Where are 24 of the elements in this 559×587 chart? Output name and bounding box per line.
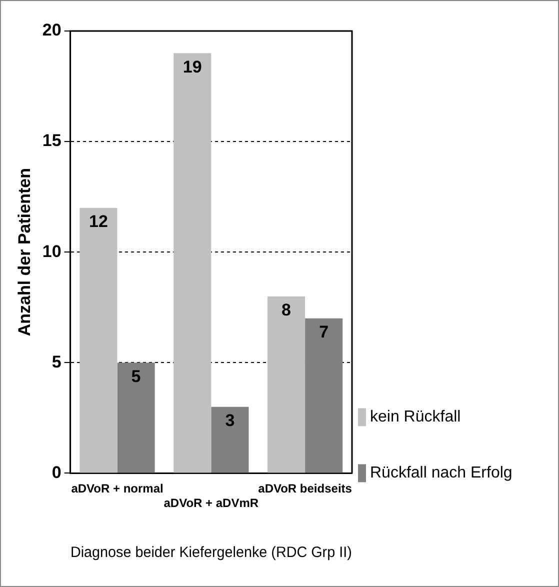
legend-label: kein Rückfall: [370, 408, 461, 426]
y-tick-label: 20: [42, 20, 62, 40]
y-tick-label: 0: [52, 462, 62, 482]
bar: [211, 406, 249, 473]
bar: [305, 318, 343, 473]
data-label: 12: [89, 212, 108, 232]
y-tick-label: 10: [42, 242, 62, 261]
data-label: 8: [282, 300, 292, 320]
bar: [267, 296, 306, 473]
bar: [80, 208, 118, 473]
x-tick-label: aDVoR + aDVmR: [164, 496, 259, 510]
y-tick-label: 5: [52, 352, 62, 372]
legend-label: Rückfall nach Erfolg: [370, 464, 512, 482]
data-label: 5: [131, 366, 141, 386]
bar: [117, 362, 155, 473]
x-axis-title: Diagnose beider Kiefergelenke (RDC Grp II): [70, 544, 352, 562]
y-axis-title: Anzahl der Patienten: [14, 168, 34, 336]
x-tick-label: aDVoR + normal: [71, 482, 164, 496]
x-tick-label: aDVoR beidseits: [258, 482, 352, 496]
data-label: 7: [319, 322, 329, 342]
bar: [174, 53, 212, 473]
data-label: 19: [182, 57, 202, 76]
y-tick-label: 15: [42, 131, 62, 150]
data-label: 3: [225, 411, 235, 430]
